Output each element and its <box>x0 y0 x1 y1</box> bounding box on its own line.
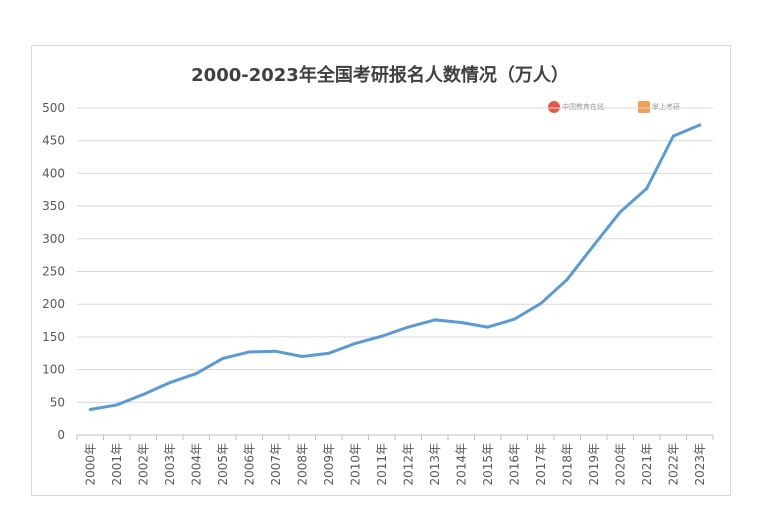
data-point <box>300 355 304 359</box>
data-point <box>486 325 490 329</box>
data-point <box>459 321 463 325</box>
x-tick-label: 2009年 <box>322 443 336 486</box>
x-tick-label: 2022年 <box>666 443 680 486</box>
y-tick-label: 100 <box>42 363 65 377</box>
data-point <box>88 407 92 411</box>
x-tick-label: 2006年 <box>242 443 256 486</box>
y-tick-label: 400 <box>42 166 65 180</box>
data-point <box>115 403 119 407</box>
data-point <box>327 351 331 355</box>
data-point <box>671 134 675 138</box>
x-tick-label: 2015年 <box>481 443 495 486</box>
x-tick-label: 2004年 <box>189 443 203 486</box>
x-tick-label: 2017年 <box>534 443 548 486</box>
data-point <box>592 243 596 247</box>
watermark-kaoyan-text: 掌上考研 <box>652 103 680 111</box>
data-point <box>406 325 410 329</box>
x-tick-label: 2007年 <box>269 443 283 486</box>
data-point <box>221 356 225 360</box>
watermark-kaoyan: 掌上考研 <box>638 100 680 114</box>
x-tick-label: 2020年 <box>613 443 627 486</box>
y-tick-label: 0 <box>57 428 65 442</box>
data-point <box>698 123 702 127</box>
x-tick-label: 2013年 <box>428 443 442 486</box>
y-tick-label: 150 <box>42 330 65 344</box>
chart-frame <box>31 45 731 496</box>
x-tick-label: 2008年 <box>295 443 309 486</box>
data-point <box>618 210 622 214</box>
y-tick-label: 350 <box>42 199 65 213</box>
y-tick-label: 300 <box>42 232 65 246</box>
data-point <box>168 381 172 385</box>
x-tick-label: 2003年 <box>163 443 177 486</box>
x-tick-label: 2019年 <box>587 443 601 486</box>
data-point <box>539 302 543 306</box>
kaoyan-logo-icon <box>638 101 650 113</box>
y-tick-label: 50 <box>50 395 65 409</box>
series-line <box>88 123 702 411</box>
x-tick-label: 2012年 <box>401 443 415 486</box>
x-tick-label: 2002年 <box>136 443 150 486</box>
y-tick-label: 500 <box>42 101 65 115</box>
x-tick-label: 2010年 <box>348 443 362 486</box>
x-tick-label: 2018年 <box>560 443 574 486</box>
x-tick-label: 2016年 <box>507 443 521 486</box>
data-point <box>565 277 569 281</box>
chart-title: 2000-2023年全国考研报名人数情况（万人） <box>191 65 569 86</box>
data-point <box>433 318 437 322</box>
x-tick-label: 2001年 <box>110 443 124 486</box>
x-tick-label: 2000年 <box>83 443 97 486</box>
data-point <box>194 372 198 376</box>
x-tick-label: 2023年 <box>693 443 707 486</box>
x-tick-label: 2014年 <box>454 443 468 486</box>
data-point <box>645 186 649 190</box>
y-tick-label: 450 <box>42 134 65 148</box>
x-tick-label: 2021年 <box>640 443 654 486</box>
data-point <box>380 334 384 338</box>
x-tick-label: 2005年 <box>216 443 230 486</box>
data-point <box>353 341 357 345</box>
x-tick-label: 2011年 <box>375 443 389 486</box>
watermark-eol-text: 中国教育在线 <box>562 103 604 111</box>
eol-logo-icon <box>548 101 560 113</box>
data-point <box>141 392 145 396</box>
data-point <box>247 350 251 354</box>
watermark-eol: 中国教育在线 <box>548 100 604 114</box>
y-tick-label: 200 <box>42 297 65 311</box>
data-point <box>274 349 278 353</box>
y-tick-label: 250 <box>42 265 65 279</box>
data-point <box>512 317 516 321</box>
